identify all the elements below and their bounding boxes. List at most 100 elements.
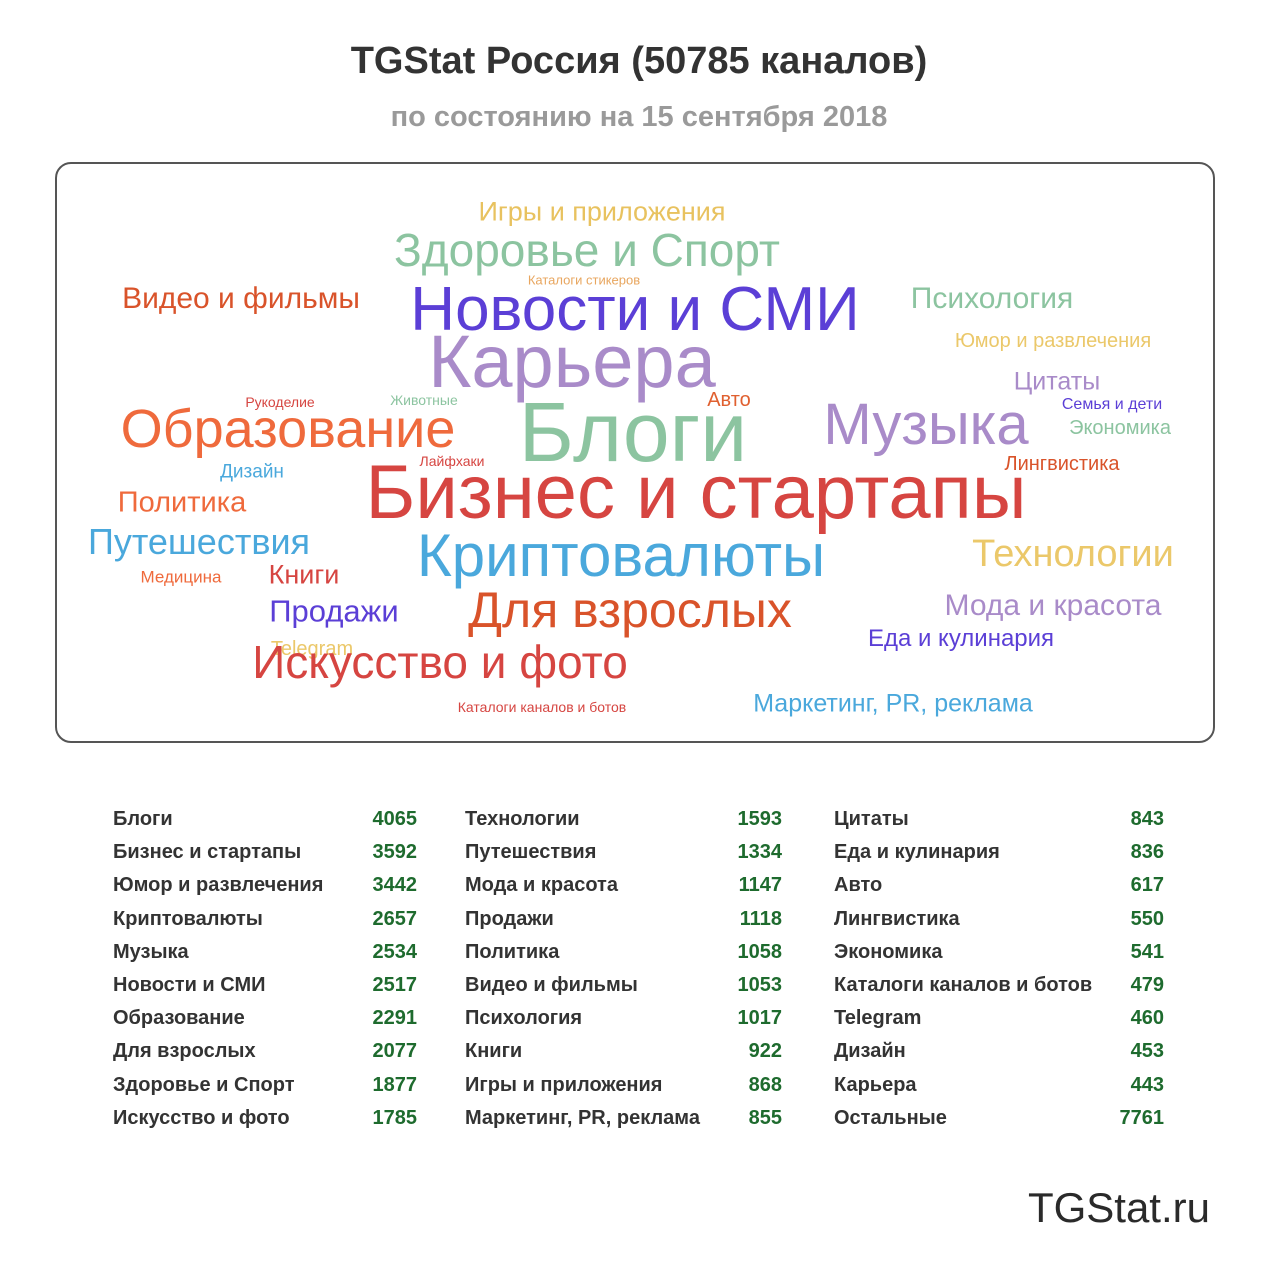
- category-count: 2534: [372, 940, 418, 963]
- category-name: Карьера: [834, 1073, 917, 1096]
- category-count: 550: [1130, 907, 1164, 930]
- cloud-word: Блоги: [518, 385, 748, 479]
- category-name: Новости и СМИ: [113, 974, 266, 996]
- cloud-word: Психология: [910, 282, 1074, 315]
- cloud-word: Технологии: [972, 533, 1174, 575]
- category-name: Лингвистика: [834, 907, 960, 930]
- category-count: 3442: [372, 874, 418, 897]
- category-name: Цитаты: [834, 808, 909, 830]
- category-count: 1877: [372, 1073, 418, 1096]
- category-count: 479: [1130, 974, 1164, 996]
- cloud-word: Лайфхаки: [419, 453, 485, 469]
- cloud-word: Карьера: [428, 320, 716, 403]
- table-row: Еда и кулинария 836: [834, 836, 1164, 869]
- category-name: Путешествия: [465, 841, 597, 864]
- category-name: Мода и красота: [465, 874, 618, 897]
- cloud-word: Книги: [268, 559, 340, 590]
- category-count: 2291: [372, 1007, 418, 1030]
- category-count: 1334: [737, 841, 783, 864]
- category-count: 4065: [372, 808, 418, 830]
- table-row: Юмор и развлечения 3442: [113, 869, 417, 902]
- table-row: Карьера 443: [834, 1069, 1164, 1102]
- word-cloud: Игры и приложения Здоровье и Спорт Каталог…: [55, 162, 1215, 743]
- cloud-word: Новости и СМИ: [410, 275, 860, 344]
- table-row: Блоги 4065: [113, 803, 417, 836]
- category-count: 1017: [737, 1007, 783, 1030]
- category-count: 2517: [372, 974, 418, 996]
- table-row: Лингвистика 550: [834, 903, 1164, 936]
- cloud-word: Игры и приложения: [478, 196, 726, 227]
- table-row: Экономика 541: [834, 936, 1164, 969]
- cloud-word: Путешествия: [87, 521, 311, 562]
- brand-logo-text: TGStat.ru: [1027, 1184, 1210, 1231]
- table-row: Дизайн 453: [834, 1035, 1164, 1068]
- table-row: Новости и СМИ 2517: [113, 969, 417, 1002]
- table-row: Видео и фильмы 1053: [465, 969, 782, 1002]
- category-count: 2657: [372, 907, 418, 930]
- table-row: Книги 922: [465, 1035, 782, 1068]
- category-name: Музыка: [113, 940, 189, 963]
- cloud-word: Мода и красота: [944, 589, 1162, 622]
- table-row: Технологии 1593: [465, 803, 782, 836]
- category-count: 453: [1130, 1040, 1164, 1063]
- table-row: Каталоги каналов и ботов 479: [834, 969, 1164, 1002]
- cloud-word: Цитаты: [1013, 367, 1101, 396]
- cloud-word: Дизайн: [220, 461, 284, 483]
- cloud-word: Каталоги стикеров: [527, 272, 641, 288]
- table-row: Авто 617: [834, 869, 1164, 902]
- category-count: 617: [1130, 874, 1164, 897]
- table-row: Криптовалюты 2657: [113, 903, 417, 936]
- category-name: Книги: [465, 1040, 523, 1063]
- cloud-word: Семья и дети: [1061, 396, 1163, 413]
- category-name: Искусство и фото: [113, 1106, 290, 1129]
- table-row: Игры и приложения 868: [465, 1069, 782, 1102]
- table-row: Политика 1058: [465, 936, 782, 969]
- category-count: 922: [748, 1040, 782, 1063]
- category-count: 855: [748, 1106, 782, 1129]
- category-name: Бизнес и стартапы: [113, 841, 302, 864]
- category-name: Здоровье и Спорт: [113, 1073, 295, 1096]
- category-name: Каталоги каналов и ботов: [834, 974, 1093, 996]
- cloud-word: Здоровье и Спорт: [394, 224, 780, 276]
- category-name: Экономика: [834, 940, 943, 963]
- category-name: Авто: [834, 874, 883, 897]
- table-row: Психология 1017: [465, 1002, 782, 1035]
- cloud-word: Продажи: [269, 593, 399, 629]
- category-count: 460: [1130, 1007, 1164, 1030]
- category-name: Дизайн: [834, 1040, 906, 1063]
- table-row: Искусство и фото 1785: [113, 1102, 417, 1135]
- category-name: Еда и кулинария: [834, 841, 1000, 864]
- table-row: Мода и красота 1147: [465, 869, 782, 902]
- table-row: Остальные 7761: [834, 1102, 1164, 1135]
- table-row: Путешествия 1334: [465, 836, 782, 869]
- category-name: Продажи: [465, 907, 554, 930]
- table-row: Telegram 460: [834, 1002, 1164, 1035]
- cloud-word: Еда и кулинария: [867, 625, 1055, 652]
- category-count: 843: [1130, 808, 1164, 830]
- cloud-word: Образование: [120, 399, 456, 459]
- cloud-word: Каталоги каналов и ботов: [457, 699, 627, 715]
- category-name: Остальные: [834, 1106, 947, 1129]
- cloud-word: Рукоделие: [245, 394, 315, 410]
- category-name: Образование: [113, 1007, 245, 1030]
- cloud-word: Политика: [117, 486, 247, 519]
- category-count: 2077: [372, 1040, 418, 1063]
- cloud-word: Маркетинг, PR, реклама: [753, 689, 1033, 718]
- cloud-word: Авто: [707, 389, 751, 411]
- table-row: Музыка 2534: [113, 936, 417, 969]
- category-count: 1118: [739, 907, 782, 930]
- category-count: 868: [748, 1073, 782, 1096]
- chart-title: TGStat Россия (50785 каналов): [350, 40, 928, 82]
- category-count: 1058: [737, 940, 783, 963]
- category-name: Технологии: [465, 808, 580, 830]
- category-name: Блоги: [113, 808, 173, 830]
- cloud-word: Видео и фильмы: [122, 282, 360, 315]
- table-row: Цитаты 843: [834, 803, 1164, 836]
- category-name: Для взрослых: [113, 1040, 256, 1063]
- category-count: 7761: [1119, 1106, 1165, 1129]
- table-row: Здоровье и Спорт 1877: [113, 1069, 417, 1102]
- category-name: Маркетинг, PR, реклама: [465, 1106, 700, 1129]
- table-row: Бизнес и стартапы 3592: [113, 836, 417, 869]
- cloud-word: Telegram: [270, 638, 354, 660]
- cloud-word: Искусство и фото: [252, 636, 628, 688]
